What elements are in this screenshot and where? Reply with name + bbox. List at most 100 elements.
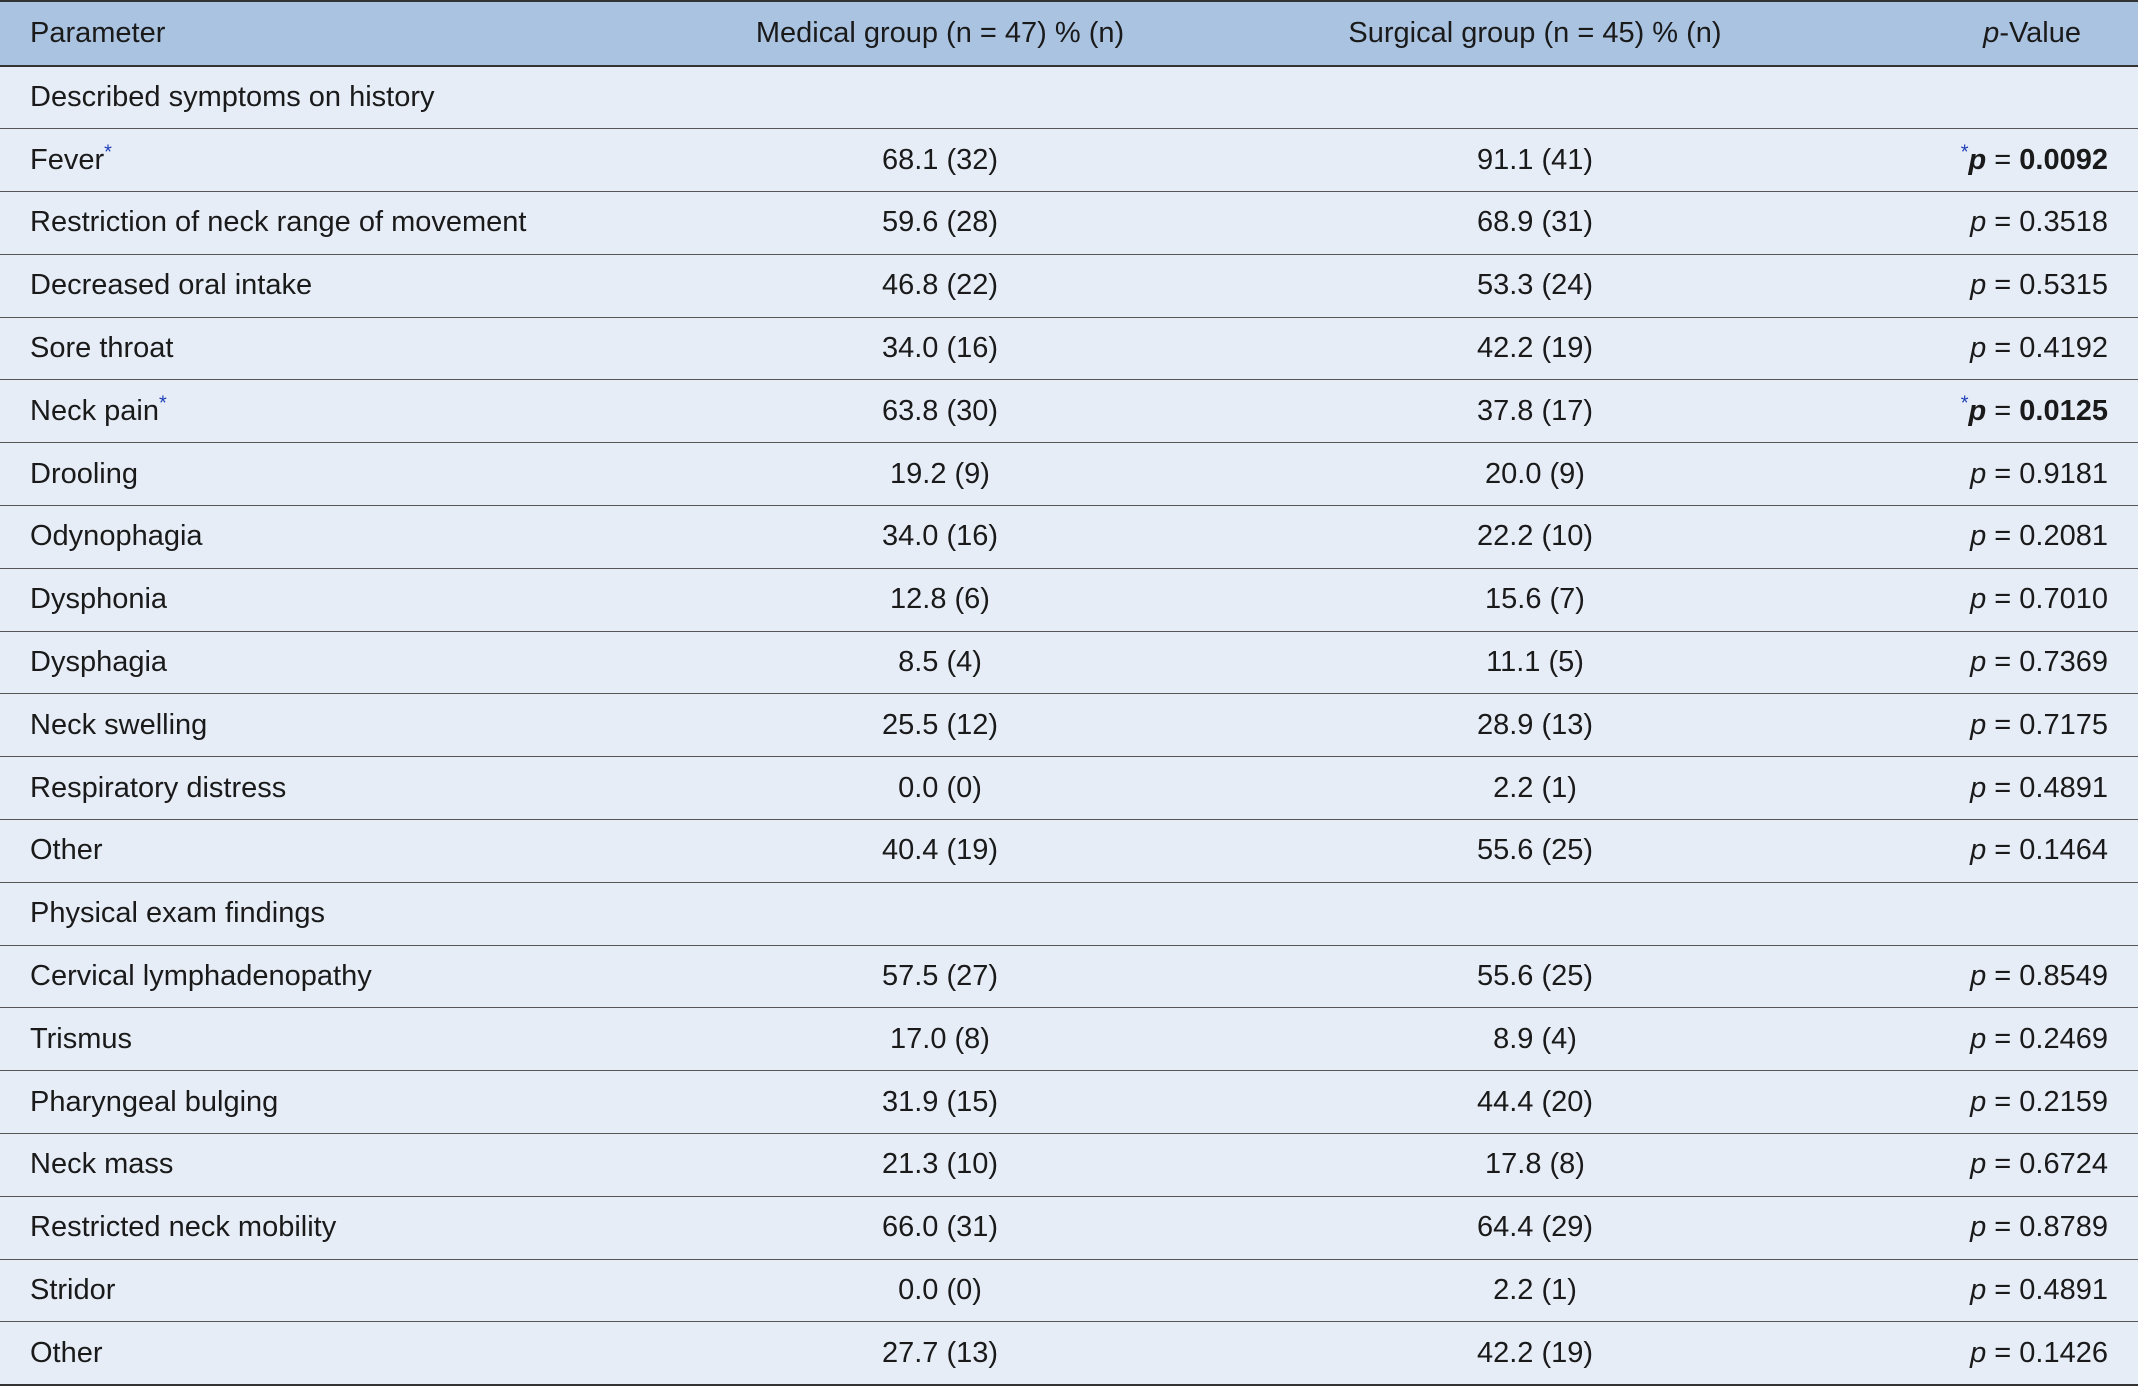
p-value: p = 0.5315 [1830, 254, 2138, 318]
table-row: Fever* 68.1 (32) 91.1 (41) *p = 0.0092 [0, 128, 2138, 193]
parameter-label: Cervical lymphadenopathy [30, 960, 372, 993]
header-p-value: p-Value [1830, 0, 2138, 67]
parameter-label: Respiratory distress [30, 771, 287, 804]
header-p-rest: -Value [1999, 17, 2081, 49]
parameter-label: Sore throat [30, 332, 174, 365]
medical-value: 34.0 (16) [640, 505, 1240, 569]
p-value: p = 0.4891 [1830, 1259, 2138, 1323]
table-row: Neck pain* 63.8 (30) 37.8 (17) *p = 0.0125 [0, 379, 2138, 444]
surgical-value: 55.6 (25) [1240, 945, 1830, 1009]
p-equals: = [1986, 269, 2020, 302]
p-equals: = [1986, 332, 2020, 365]
surgical-value: 11.1 (5) [1240, 631, 1830, 695]
p-significance-marker: * [1960, 392, 1969, 415]
p-value: p = 0.3518 [1830, 191, 2138, 255]
p-value: *p = 0.0125 [1830, 379, 2138, 444]
p-equals: = [1986, 1148, 2020, 1181]
p-number: 0.8789 [2019, 1211, 2108, 1244]
surgical-value: 53.3 (24) [1240, 254, 1830, 318]
table-row: Dysphagia 8.5 (4) 11.1 (5) p = 0.7369 [0, 631, 2138, 695]
surgical-value: 28.9 (13) [1240, 693, 1830, 758]
p-equals: = [1986, 646, 2020, 679]
parameter-label: Pharyngeal bulging [30, 1085, 279, 1118]
surgical-value: 2.2 (1) [1240, 1259, 1830, 1323]
p-letter: p [1970, 708, 1987, 741]
section-heading: Described symptoms on history [0, 66, 2138, 130]
medical-value: 17.0 (8) [640, 1007, 1240, 1072]
p-letter: p [1970, 834, 1987, 867]
table-row: Cervical lymphadenopathy 57.5 (27) 55.6 (2… [0, 945, 2138, 1009]
surgical-value: 42.2 (19) [1240, 1321, 1830, 1386]
row-parameter: Cervical lymphadenopathy [0, 945, 640, 1009]
medical-value: 12.8 (6) [640, 568, 1240, 632]
row-parameter: Drooling [0, 442, 640, 507]
p-value: p = 0.2469 [1830, 1007, 2138, 1072]
surgical-value: 8.9 (4) [1240, 1007, 1830, 1072]
p-letter: p [1970, 206, 1987, 239]
p-value: p = 0.7369 [1830, 631, 2138, 695]
p-letter: p [1970, 1148, 1987, 1181]
table-row: Trismus 17.0 (8) 8.9 (4) p = 0.2469 [0, 1007, 2138, 1072]
p-equals: = [1986, 960, 2020, 993]
p-letter: p [1970, 1022, 1987, 1055]
p-value: p = 0.7175 [1830, 693, 2138, 758]
medical-value: 40.4 (19) [640, 819, 1240, 883]
header-parameter: Parameter [0, 0, 640, 67]
parameter-label: Restricted neck mobility [30, 1211, 337, 1244]
row-parameter: Pharyngeal bulging [0, 1070, 640, 1135]
p-value: p = 0.1426 [1830, 1321, 2138, 1386]
p-number: 0.4891 [2019, 771, 2108, 804]
parameter-label: Restriction of neck range of movement [30, 206, 527, 239]
row-parameter: Other [0, 819, 640, 883]
surgical-value: 22.2 (10) [1240, 505, 1830, 569]
medical-value: 19.2 (9) [640, 442, 1240, 507]
p-letter: p [1970, 1085, 1987, 1118]
row-parameter: Other [0, 1321, 640, 1386]
header-surgical-group: Surgical group (n = 45) % (n) [1240, 0, 1830, 67]
surgical-value: 17.8 (8) [1240, 1133, 1830, 1197]
surgical-value: 2.2 (1) [1240, 756, 1830, 821]
p-value: p = 0.9181 [1830, 442, 2138, 507]
p-value: p = 0.4192 [1830, 317, 2138, 381]
p-number: 0.1464 [2019, 834, 2108, 867]
row-parameter: Decreased oral intake [0, 254, 640, 318]
table-row: Other 27.7 (13) 42.2 (19) p = 0.1426 [0, 1321, 2138, 1386]
parameter-label: Fever [30, 143, 105, 176]
p-number: 0.1426 [2019, 1336, 2108, 1369]
p-number: 0.0092 [2019, 143, 2108, 176]
p-number: 0.7175 [2019, 708, 2108, 741]
p-number: 0.3518 [2019, 206, 2108, 239]
parameter-label: Other [30, 1336, 103, 1369]
p-value: p = 0.8549 [1830, 945, 2138, 1009]
surgical-value: 64.4 (29) [1240, 1196, 1830, 1260]
medical-value: 66.0 (31) [640, 1196, 1240, 1260]
medical-value: 21.3 (10) [640, 1133, 1240, 1197]
p-number: 0.0125 [2019, 394, 2108, 427]
p-letter: p [1968, 143, 1987, 176]
table-row: Odynophagia 34.0 (16) 22.2 (10) p = 0.2081 [0, 505, 2138, 569]
table-header: Parameter Medical group (n = 47) % (n) S… [0, 0, 2138, 67]
p-equals: = [1986, 1085, 2020, 1118]
medical-value: 59.6 (28) [640, 191, 1240, 255]
row-parameter: Neck mass [0, 1133, 640, 1197]
p-letter: p [1968, 394, 1987, 427]
table-row: Sore throat 34.0 (16) 42.2 (19) p = 0.4192 [0, 317, 2138, 381]
section-row: Described symptoms on history [0, 66, 2138, 130]
medical-value: 34.0 (16) [640, 317, 1240, 381]
medical-value: 31.9 (15) [640, 1070, 1240, 1135]
p-equals: = [1986, 583, 2020, 616]
p-number: 0.5315 [2019, 269, 2108, 302]
parameter-label: Dysphonia [30, 583, 168, 616]
p-letter: p [1970, 520, 1987, 553]
header-p-letter: p [1983, 17, 2000, 49]
p-equals: = [1986, 834, 2020, 867]
table-row: Neck mass 21.3 (10) 17.8 (8) p = 0.6724 [0, 1133, 2138, 1197]
p-number: 0.2469 [2019, 1022, 2108, 1055]
parameter-label: Stridor [30, 1274, 116, 1307]
p-equals: = [1986, 520, 2020, 553]
p-letter: p [1970, 583, 1987, 616]
header-medical-group: Medical group (n = 47) % (n) [640, 0, 1240, 67]
row-parameter: Neck pain* [0, 379, 640, 444]
surgical-value: 91.1 (41) [1240, 128, 1830, 193]
